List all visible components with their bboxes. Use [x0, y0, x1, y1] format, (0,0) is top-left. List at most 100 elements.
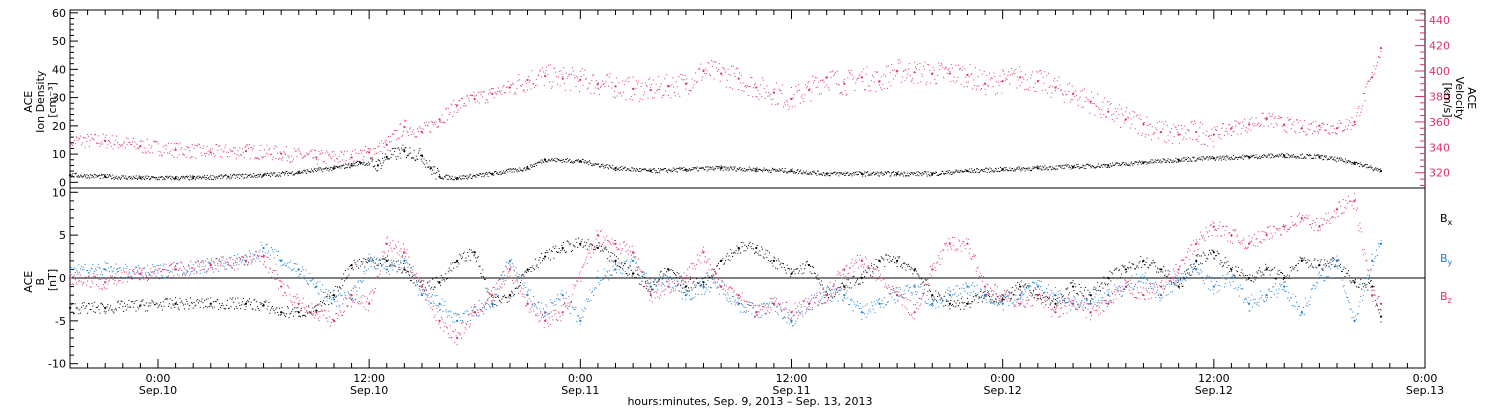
density-sample — [585, 161, 587, 163]
velocity-sample — [415, 136, 417, 138]
density-sample — [624, 167, 626, 169]
density-sample — [474, 175, 476, 177]
bx-sample — [640, 283, 642, 285]
bx-sample — [114, 309, 116, 311]
bx-sample — [795, 268, 797, 270]
bx-sample — [512, 295, 514, 297]
velocity-sample — [684, 75, 686, 77]
bx-sample — [536, 264, 538, 266]
velocity-sample — [518, 74, 520, 76]
density-sample — [1257, 157, 1259, 159]
velocity-sample — [922, 75, 924, 77]
x-tick-date-label: Sep.10 — [350, 384, 388, 397]
density-sample — [1006, 169, 1008, 171]
density-sample — [201, 178, 203, 180]
density-sample — [132, 175, 134, 177]
density-sample — [1099, 166, 1101, 168]
velocity-sample — [1229, 124, 1231, 126]
density-sample — [883, 173, 885, 175]
density-sample — [823, 172, 825, 174]
velocity-sample — [1114, 108, 1116, 110]
velocity-sample — [691, 78, 693, 80]
top-left-tick-label: 0 — [59, 176, 66, 189]
density-sample — [1130, 161, 1132, 163]
density-sample — [239, 177, 241, 179]
density-sample — [1204, 158, 1206, 160]
density-sample — [677, 167, 679, 169]
bx-sample — [875, 259, 877, 261]
bx-sample — [440, 275, 442, 277]
density-sample — [961, 170, 963, 172]
density-sample — [339, 165, 341, 167]
velocity-sample — [179, 142, 181, 144]
velocity-sample — [583, 74, 585, 76]
density-sample — [127, 178, 129, 180]
density-sample — [992, 170, 994, 172]
density-sample — [1133, 163, 1135, 165]
bx-sample — [558, 248, 560, 250]
velocity-sample — [432, 121, 434, 123]
velocity-sample — [1259, 125, 1261, 127]
bx-sample — [173, 304, 175, 306]
density-sample — [1076, 164, 1078, 166]
velocity-sample — [1312, 121, 1314, 123]
bx-sample — [539, 256, 541, 258]
density-sample — [583, 161, 585, 163]
density-sample — [495, 170, 497, 172]
density-sample — [224, 175, 226, 177]
bx-sample — [614, 254, 616, 256]
velocity-sample — [1164, 140, 1166, 142]
bx-sample — [688, 290, 690, 292]
velocity-sample — [1164, 120, 1166, 122]
density-sample — [1229, 157, 1231, 159]
density-sample — [191, 175, 193, 177]
density-sample — [807, 172, 809, 174]
density-sample — [1161, 161, 1163, 163]
bx-sample — [119, 303, 121, 305]
bx-sample — [257, 308, 259, 310]
density-sample — [213, 179, 215, 181]
density-sample — [867, 174, 869, 176]
density-sample — [886, 171, 888, 173]
density-sample — [424, 163, 426, 165]
density-sample — [1105, 166, 1107, 168]
density-sample — [1056, 168, 1058, 170]
velocity-sample — [419, 127, 421, 129]
velocity-sample — [322, 161, 324, 163]
velocity-sample — [801, 94, 803, 96]
bx-sample — [646, 280, 648, 282]
bx-sample — [1078, 283, 1080, 285]
bx-sample — [516, 279, 518, 281]
density-sample — [391, 148, 393, 150]
velocity-sample — [581, 68, 583, 70]
velocity-sample — [735, 68, 737, 70]
velocity-sample — [1346, 119, 1348, 121]
bx-sample — [550, 250, 552, 252]
density-sample — [518, 170, 520, 172]
density-sample — [814, 172, 816, 174]
velocity-sample — [462, 105, 464, 107]
velocity-sample — [516, 88, 518, 90]
density-sample — [1187, 157, 1189, 159]
bx-sample — [102, 304, 104, 306]
velocity-sample — [737, 67, 739, 69]
velocity-sample — [740, 74, 742, 76]
density-sample — [500, 173, 502, 175]
bx-sample — [118, 306, 120, 308]
density-sample — [440, 177, 442, 179]
density-sample — [332, 168, 334, 170]
density-sample — [467, 178, 469, 180]
bx-sample — [137, 306, 139, 308]
density-sample — [528, 168, 530, 170]
velocity-sample — [1353, 125, 1355, 127]
velocity-sample — [454, 104, 456, 106]
bx-sample — [802, 263, 804, 265]
bx-sample — [464, 260, 466, 262]
bx-sample — [566, 240, 568, 242]
density-sample — [320, 167, 322, 169]
bx-sample — [245, 305, 247, 307]
bx-sample — [888, 261, 890, 263]
density-sample — [531, 167, 533, 169]
bx-sample — [803, 272, 805, 274]
density-sample — [163, 177, 165, 179]
